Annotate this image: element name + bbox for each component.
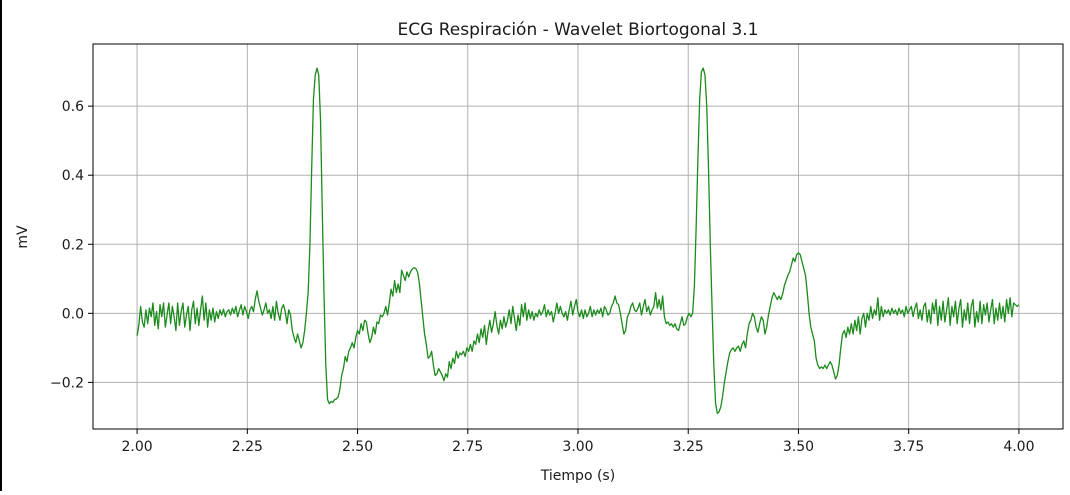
- x-tick-label: 2.75: [452, 439, 483, 455]
- x-tick-label: 2.50: [342, 439, 373, 455]
- x-tick-label: 3.25: [673, 439, 704, 455]
- x-tick-label: 2.25: [232, 439, 263, 455]
- y-tick-label: 0.2: [62, 237, 84, 253]
- y-tick-label: 0.6: [62, 99, 84, 115]
- chart-title: ECG Respiración - Wavelet Biortogonal 3.…: [398, 20, 759, 40]
- x-axis-label: Tiempo (s): [540, 468, 615, 484]
- grid-layer: [93, 44, 1063, 429]
- y-tick-label: −0.2: [50, 375, 84, 391]
- tick-layer: 2.00 2.25 2.50 2.75 3.00 3.25 3.50 3.75 4.00 −0.2…: [50, 99, 1034, 455]
- y-tick-label: 0.4: [62, 168, 84, 184]
- y-tick-label: 0.0: [62, 306, 84, 322]
- x-tick-label: 2.00: [122, 439, 153, 455]
- x-tick-label: 3.50: [783, 439, 814, 455]
- window-left-edge: [0, 0, 2, 491]
- y-axis-label: mV: [15, 225, 31, 249]
- x-tick-label: 3.75: [893, 439, 924, 455]
- x-tick-label: 4.00: [1003, 439, 1034, 455]
- x-tick-label: 3.00: [562, 439, 593, 455]
- trace-layer: [136, 67, 1020, 415]
- ecg-series-line: [136, 67, 1020, 415]
